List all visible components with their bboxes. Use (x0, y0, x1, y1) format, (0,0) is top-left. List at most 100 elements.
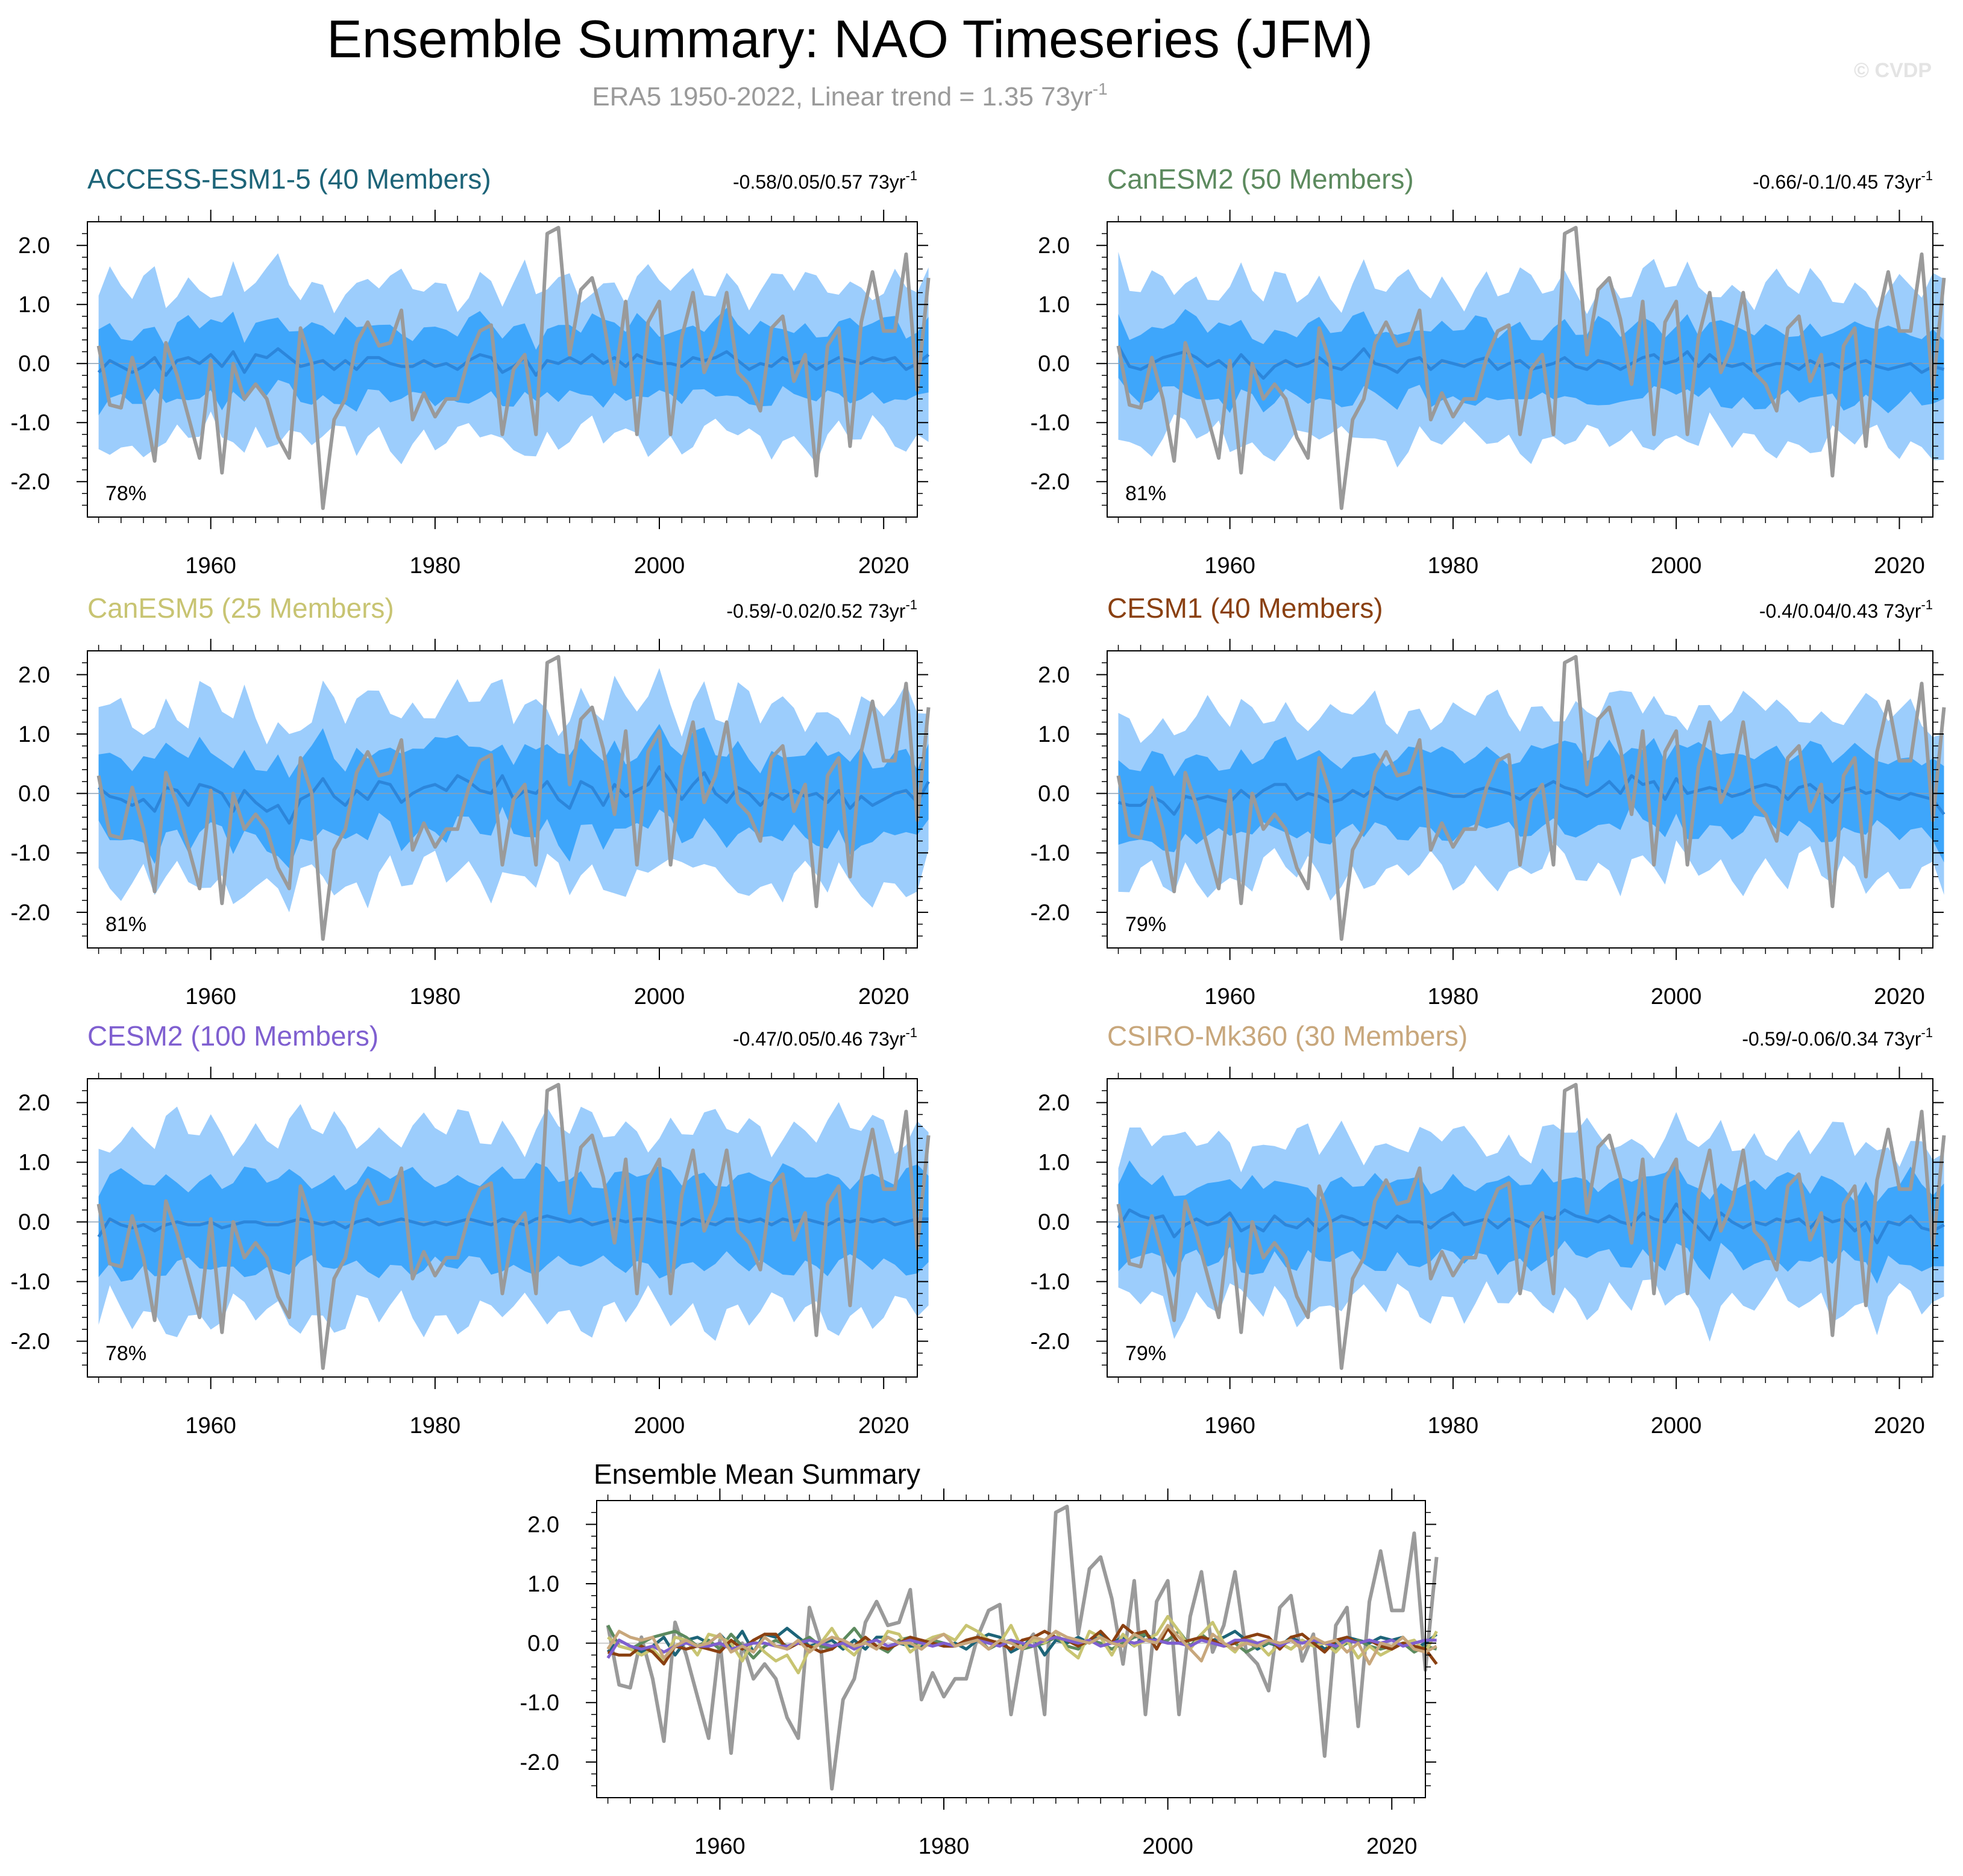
panel-5-xtick-label: 1960 (185, 1413, 236, 1438)
panel-2-ytick-label: -1.0 (1031, 410, 1070, 436)
panel-1-ytick-label: -2.0 (11, 469, 50, 495)
panel-3-trend-value: -0.59/-0.02/0.52 73yr (726, 600, 905, 622)
panel-4-ytick-label: 0.0 (1038, 782, 1070, 807)
panel-6-xtick-label: 2020 (1874, 1413, 1925, 1438)
panel-2-trend-value: -0.66/-0.1/0.45 73yr (1753, 171, 1921, 193)
panel-4-axes-frame (1107, 650, 1933, 949)
panel-1: -2.0 -1.0 0.0 1.0 2.0 1960 1980 2000 2020 ACCESS-… (11, 163, 931, 579)
panel-6-ytick-label: 0.0 (1038, 1210, 1070, 1235)
panel-2-xtick-label: 2020 (1874, 553, 1925, 579)
panel-6-ytick-label: 1.0 (1038, 1150, 1070, 1176)
panel-5-percent-label: 78% (105, 1342, 146, 1365)
panel-5-trend-value: -0.47/0.05/0.46 73yr (733, 1028, 906, 1050)
summary-mean-line-6 (606, 1623, 1437, 1666)
panel-2-observed-line (1116, 225, 1946, 510)
panel-3-trend-exponent: -1 (905, 597, 917, 612)
summary-mean-line-5 (606, 1636, 1437, 1659)
panel-4-ytick-label: 2.0 (1038, 662, 1070, 688)
panel-4-xtick-label: 1980 (1428, 984, 1479, 1009)
panel-4-xtick-label: 2000 (1651, 984, 1702, 1009)
panel-3-xtick-label: 1980 (410, 984, 461, 1009)
panel-1-ytick-label: 0.0 (18, 351, 50, 377)
panel-1-xtick-label: 2000 (634, 553, 685, 579)
summary-ytick-label: 1.0 (527, 1572, 559, 1597)
panel-2-xtick-label: 2000 (1651, 553, 1702, 579)
summary-panel: -2.0 -1.0 0.0 1.0 2.0 1960 1980 2000 2020 Ensembl… (520, 1458, 1439, 1859)
panel-6-ytick-label: -2.0 (1031, 1329, 1070, 1355)
panel-5-ytick-label: 0.0 (18, 1210, 50, 1235)
panel-4-xtick-label: 1960 (1204, 984, 1255, 1009)
panel-3-percent-label: 81% (105, 913, 146, 936)
panel-4-xtick-label: 2020 (1874, 984, 1925, 1009)
subtitle-text: ERA5 1950-2022, Linear trend = 1.35 73yr (592, 82, 1092, 111)
panel-4: -2.0 -1.0 0.0 1.0 2.0 1960 1980 2000 2020 CESM1 (… (1031, 592, 1946, 1009)
panel-4-percent-label: 79% (1125, 913, 1166, 936)
panel-3-ytick-label: -2.0 (11, 900, 50, 926)
panel-3-axes-frame (87, 650, 918, 949)
summary-xtick-label: 1960 (694, 1834, 746, 1859)
panel-5-ytick-label: -1.0 (11, 1270, 50, 1295)
summary-xtick-label: 1980 (919, 1834, 970, 1859)
panel-6-ytick-label: -1.0 (1031, 1270, 1070, 1295)
panel-5-xtick-label: 2020 (858, 1413, 909, 1438)
panel-3-xtick-label: 1960 (185, 984, 236, 1009)
panel-4-model-title: CESM1 (40 Members) (1107, 592, 1383, 624)
subtitle-exponent: -1 (1093, 80, 1108, 98)
panel-6-percent-label: 79% (1125, 1342, 1166, 1365)
panel-4-trend-value: -0.4/0.04/0.43 73yr (1759, 600, 1921, 622)
panel-5-ytick-label: 1.0 (18, 1150, 50, 1176)
panel-2-model-title: CanESM2 (50 Members) (1107, 163, 1414, 195)
figure-subtitle: ERA5 1950-2022, Linear trend = 1.35 73yr… (592, 80, 1107, 111)
panel-3-ytick-label: -1.0 (11, 841, 50, 866)
panel-1-trend-value: -0.58/0.05/0.57 73yr (733, 171, 906, 193)
panel-2-ytick-label: 2.0 (1038, 233, 1070, 259)
panel-6-xtick-label: 1960 (1204, 1413, 1255, 1438)
panel-3-ytick-label: 2.0 (18, 662, 50, 688)
summary-ytick-label: -1.0 (520, 1690, 559, 1716)
summary-ytick-label: 0.0 (527, 1631, 559, 1657)
panel-1-ytick-label: -1.0 (11, 410, 50, 436)
panel-3-observed-line (96, 654, 931, 941)
summary-ytick-label: -2.0 (520, 1750, 559, 1775)
panel-6-ytick-label: 2.0 (1038, 1091, 1070, 1116)
summary-xtick-label: 2000 (1142, 1834, 1193, 1859)
panel-4-ytick-label: -1.0 (1031, 841, 1070, 866)
panel-5-observed-line (96, 1082, 931, 1370)
panel-5-ytick-label: 2.0 (18, 1091, 50, 1116)
summary-title: Ensemble Mean Summary (594, 1458, 920, 1490)
panel-3-model-title: CanESM5 (25 Members) (87, 592, 394, 624)
panel-6-model-title: CSIRO-Mk360 (30 Members) (1107, 1020, 1468, 1052)
panel-6-trend-text: -0.59/-0.06/0.34 73yr-1 (1742, 1025, 1933, 1050)
panel-1-axes-frame (87, 221, 918, 518)
panel-6-trend-exponent: -1 (1921, 1025, 1933, 1040)
panel-1-inner-band (98, 307, 929, 416)
panel-1-xtick-label: 2020 (858, 553, 909, 579)
panel-5-model-title: CESM2 (100 Members) (87, 1020, 378, 1052)
panel-4-ytick-label: 1.0 (1038, 722, 1070, 747)
panel-2-axes-frame (1107, 221, 1933, 518)
panel-6: -2.0 -1.0 0.0 1.0 2.0 1960 1980 2000 2020 CSIRO-M… (1031, 1020, 1946, 1438)
panel-2-percent-label: 81% (1125, 482, 1166, 505)
panel-4-ytick-label: -2.0 (1031, 900, 1070, 926)
panel-1-trend-text: -0.58/0.05/0.57 73yr-1 (733, 168, 917, 193)
panel-6-xtick-label: 1980 (1428, 1413, 1479, 1438)
panel-1-model-title: ACCESS-ESM1-5 (40 Members) (87, 163, 491, 195)
panel-1-xtick-label: 1980 (410, 553, 461, 579)
summary-ytick-label: 2.0 (527, 1512, 559, 1537)
panel-5-xtick-label: 1980 (410, 1413, 461, 1438)
panel-2-trend-text: -0.66/-0.1/0.45 73yr-1 (1753, 168, 1933, 193)
panel-1-xtick-label: 1960 (185, 553, 236, 579)
panel-6-observed-line (1116, 1082, 1946, 1370)
panel-2-inner-band (1118, 309, 1944, 413)
figure-title: Ensemble Summary: NAO Timeseries (JFM) (327, 9, 1373, 69)
summary-axes-frame (596, 1500, 1426, 1798)
panel-4-observed-line (1116, 654, 1946, 941)
panel-2-xtick-label: 1980 (1428, 553, 1479, 579)
panel-6-xtick-label: 2000 (1651, 1413, 1702, 1438)
panel-3: -2.0 -1.0 0.0 1.0 2.0 1960 1980 2000 2020 CanESM5… (11, 592, 931, 1009)
panel-3-xtick-label: 2000 (634, 984, 685, 1009)
panel-6-trend-value: -0.59/-0.06/0.34 73yr (1742, 1028, 1921, 1050)
panel-6-axes-frame (1107, 1078, 1933, 1378)
panel-1-ytick-label: 1.0 (18, 292, 50, 318)
